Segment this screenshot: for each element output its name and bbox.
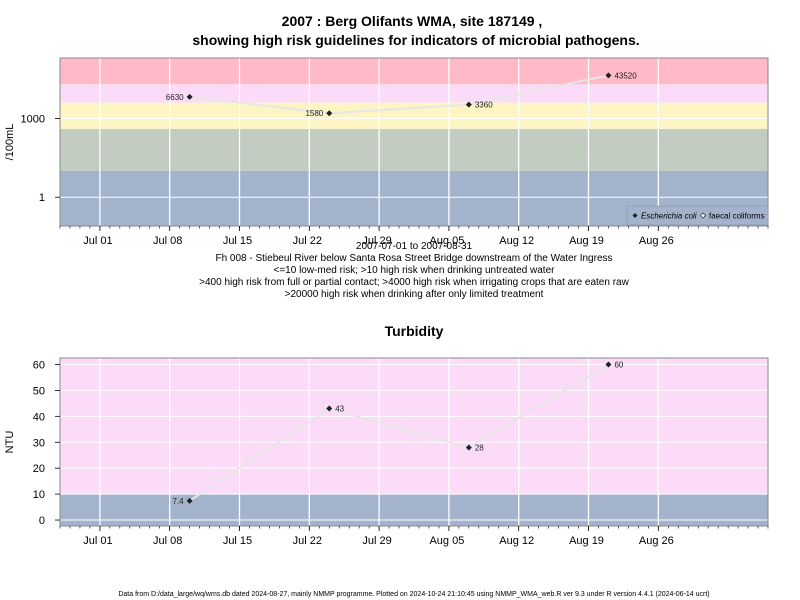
x-tick-label: Jul 01 bbox=[83, 535, 112, 547]
data-point-diamond bbox=[326, 405, 333, 412]
data-point-diamond bbox=[605, 361, 612, 368]
bottom-panel-y-axis: 0 10 20 30 40 50 60 bbox=[33, 359, 60, 527]
caption-site: Fh 008 - Stiebeul River below Santa Rosa… bbox=[215, 253, 612, 264]
bottom-panel-gridlines bbox=[60, 358, 768, 526]
x-tick-label: Jul 15 bbox=[223, 535, 252, 547]
data-point-diamond bbox=[326, 110, 333, 117]
chart-title-line1: 2007 : Berg Olifants WMA, site 187149 , bbox=[282, 13, 543, 29]
x-tick-label: Aug 12 bbox=[499, 235, 534, 247]
legend-box bbox=[626, 205, 769, 226]
top-panel-frame bbox=[59, 57, 769, 227]
risk-band bbox=[60, 358, 768, 495]
y-tick-label: 50 bbox=[33, 385, 45, 397]
risk-band bbox=[60, 58, 768, 85]
caption-guideline-2: >400 high risk from full or partial cont… bbox=[199, 277, 629, 288]
top-panel-y-axis: 1 1000 bbox=[21, 113, 60, 204]
x-tick-label: Aug 19 bbox=[569, 235, 604, 247]
y-tick-label: 30 bbox=[33, 437, 45, 449]
top-panel-x-axis: Jul 01 Jul 08 Jul 15 Jul 22 Jul 29 Aug 05 Aug … bbox=[59, 226, 769, 247]
chart-title-line2: showing high risk guidelines for indicat… bbox=[192, 32, 639, 48]
y-tick-label: 60 bbox=[33, 359, 45, 371]
x-tick-label: Aug 12 bbox=[499, 535, 534, 547]
y-tick-label: 0 bbox=[39, 515, 45, 527]
x-tick-label: Jul 08 bbox=[153, 235, 182, 247]
risk-band bbox=[60, 128, 768, 171]
x-tick-label: Aug 05 bbox=[429, 535, 464, 547]
y-tick-label: 20 bbox=[33, 463, 45, 475]
x-tick-label: Jul 22 bbox=[293, 535, 322, 547]
caption-guideline-1: <=10 low-med risk; >10 high risk when dr… bbox=[274, 265, 556, 276]
x-tick-label: Jul 01 bbox=[83, 235, 112, 247]
y-tick-label: 40 bbox=[33, 411, 45, 423]
data-label: 1580 bbox=[305, 109, 323, 118]
top-panel-y-axis-label: /100mL bbox=[4, 124, 16, 161]
y-tick-label: 10 bbox=[33, 489, 45, 501]
data-label: 60 bbox=[614, 360, 623, 369]
legend-marker-open-diamond-icon bbox=[700, 212, 706, 219]
x-tick-label: Jul 29 bbox=[362, 535, 391, 547]
top-panel-risk-bands bbox=[60, 58, 768, 226]
bottom-panel-x-axis: Jul 01 Jul 08 Jul 15 Jul 22 Jul 29 Aug 05 Aug … bbox=[59, 526, 769, 547]
x-tick-label: Aug 26 bbox=[639, 235, 674, 247]
caption-guideline-3: >20000 high risk when drinking after onl… bbox=[285, 289, 544, 300]
data-point-diamond bbox=[465, 101, 472, 108]
data-point-diamond bbox=[605, 72, 612, 79]
caption-date-range: 2007-07-01 to 2007-08-31 bbox=[356, 241, 473, 252]
legend: Escherichia coli faecal coliforms bbox=[626, 205, 769, 226]
bottom-panel-series: 7.4 43 28 60 bbox=[173, 360, 624, 505]
x-tick-label: Jul 08 bbox=[153, 535, 182, 547]
turbidity-title: Turbidity bbox=[385, 323, 444, 339]
x-tick-label: Aug 19 bbox=[569, 535, 604, 547]
data-label: 7.4 bbox=[173, 497, 185, 506]
data-point-diamond bbox=[186, 93, 193, 100]
x-tick-label: Aug 05 bbox=[429, 235, 464, 247]
footer-note: Data from D:/data_large/wq/wms.db dated … bbox=[118, 591, 709, 598]
legend-entry-ecoli: Escherichia coli bbox=[641, 212, 697, 221]
legend-marker-filled-diamond-icon bbox=[632, 213, 638, 218]
risk-band bbox=[60, 84, 768, 103]
x-tick-label: Aug 26 bbox=[639, 535, 674, 547]
risk-band bbox=[60, 102, 768, 129]
data-label: 6630 bbox=[166, 93, 184, 102]
data-label: 43520 bbox=[614, 71, 637, 80]
series-line bbox=[189, 363, 609, 502]
y-tick-label: 1 bbox=[39, 192, 45, 204]
bottom-panel-risk-bands bbox=[60, 358, 768, 526]
x-tick-label: Jul 22 bbox=[293, 235, 322, 247]
data-point-diamond bbox=[186, 497, 193, 504]
x-tick-label: Jul 15 bbox=[223, 235, 252, 247]
series-line bbox=[189, 74, 609, 115]
data-label: 43 bbox=[335, 405, 344, 414]
top-panel-series: 6630 1580 3360 43520 bbox=[166, 71, 637, 118]
data-point-diamond bbox=[465, 444, 472, 451]
risk-band bbox=[60, 494, 768, 526]
x-tick-label: Jul 29 bbox=[362, 235, 391, 247]
legend-entry-faecal-coliforms: faecal coliforms bbox=[709, 212, 765, 221]
data-label: 28 bbox=[475, 443, 484, 452]
bottom-panel-y-axis-label: NTU bbox=[4, 431, 16, 454]
data-label: 3360 bbox=[475, 101, 493, 110]
y-tick-label: 1000 bbox=[21, 113, 45, 125]
top-panel-gridlines bbox=[60, 58, 768, 226]
